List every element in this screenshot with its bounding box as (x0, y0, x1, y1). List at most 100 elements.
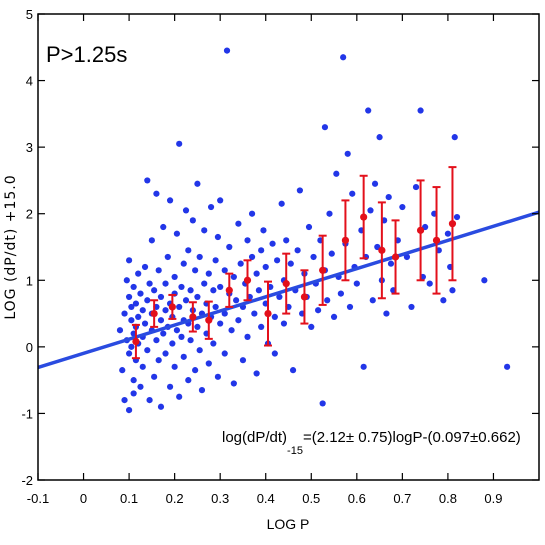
data-point (144, 177, 151, 184)
data-point (166, 197, 174, 204)
data-point (369, 297, 376, 304)
y-axis-title: LOG (dP/dt) +15.0 (3, 174, 19, 319)
data-point (278, 200, 285, 207)
data-point (176, 393, 183, 400)
data-point (244, 237, 251, 244)
binned-mean (243, 259, 252, 302)
data-point (130, 283, 137, 291)
data-point (185, 247, 192, 254)
data-point (399, 203, 406, 211)
data-point (205, 270, 212, 277)
data-point (180, 353, 187, 360)
data-point (217, 283, 224, 291)
binned-point (189, 313, 197, 321)
data-point (253, 370, 260, 377)
data-point (210, 287, 217, 294)
data-point (128, 343, 135, 350)
y-tick-label: 4 (26, 74, 33, 89)
data-point (367, 207, 374, 214)
data-point (360, 363, 367, 370)
data-point (235, 220, 242, 227)
binned-mean (318, 234, 327, 306)
data-point (144, 297, 151, 304)
data-point (192, 267, 199, 274)
fit-line-group (38, 210, 539, 370)
data-point (157, 293, 165, 301)
data-point (321, 124, 329, 131)
x-tick-label: 0.6 (348, 491, 366, 506)
binned-point (416, 226, 425, 234)
data-point (217, 197, 224, 204)
data-point (287, 260, 294, 267)
data-point (233, 297, 240, 304)
data-point (139, 363, 146, 370)
data-point (132, 300, 140, 307)
data-point (310, 253, 317, 261)
equation-annotation: log(dP/dt)-15=(2.12± 0.75)logP-(0.097±0.… (222, 429, 521, 457)
data-point (178, 283, 185, 291)
data-point (141, 320, 149, 327)
data-point (451, 134, 458, 141)
x-tick-label: 0.4 (257, 491, 275, 506)
data-point (194, 323, 201, 330)
binned-point (205, 316, 213, 324)
data-point (196, 347, 203, 354)
binned-point (132, 337, 140, 346)
binned-mean (282, 252, 291, 315)
binned-mean (300, 269, 309, 325)
data-point (344, 150, 351, 157)
x-tick-label: -0.1 (27, 491, 49, 506)
binned-point (243, 276, 252, 284)
data-point (164, 253, 171, 261)
data-point (153, 190, 160, 197)
data-point (123, 277, 130, 284)
x-tick-label: 0 (80, 491, 87, 506)
binned-mean (391, 219, 400, 295)
data-point (449, 287, 456, 294)
data-point (426, 280, 433, 287)
data-point (194, 293, 201, 301)
data-point (235, 317, 242, 324)
data-point (162, 307, 169, 314)
data-point (157, 317, 165, 324)
data-point (201, 280, 208, 287)
x-tick-label: 0.7 (393, 491, 411, 506)
data-point (125, 350, 133, 357)
data-point (387, 260, 395, 267)
data-point (192, 367, 199, 374)
data-point (440, 297, 447, 304)
data-point (315, 307, 322, 314)
data-point (214, 233, 222, 241)
y-tick-label: -1 (21, 406, 33, 421)
binned-point (225, 286, 233, 294)
data-point (171, 273, 178, 281)
data-point (376, 134, 383, 141)
data-point (408, 303, 415, 311)
x-tick-label: 0.3 (211, 491, 229, 506)
y-tick-label: 5 (26, 7, 33, 22)
data-point (180, 260, 187, 267)
x-tick-label: 0.2 (166, 491, 184, 506)
binned-mean (204, 300, 213, 340)
data-point (187, 337, 194, 344)
data-points (116, 47, 511, 414)
data-point (146, 397, 153, 404)
data-point (337, 290, 344, 297)
data-point (119, 367, 126, 374)
data-point (260, 227, 267, 234)
data-point (162, 350, 169, 357)
data-point (239, 357, 247, 364)
data-point (371, 180, 379, 187)
data-point (271, 350, 278, 357)
data-point (171, 363, 178, 370)
binned-point (341, 236, 350, 244)
data-point (504, 363, 511, 370)
data-point (155, 357, 162, 364)
data-point (141, 263, 149, 271)
data-point (155, 267, 162, 274)
data-point (169, 340, 176, 347)
data-point (151, 287, 158, 294)
binned-mean (168, 293, 177, 320)
data-point (228, 327, 235, 334)
data-point (144, 347, 151, 354)
